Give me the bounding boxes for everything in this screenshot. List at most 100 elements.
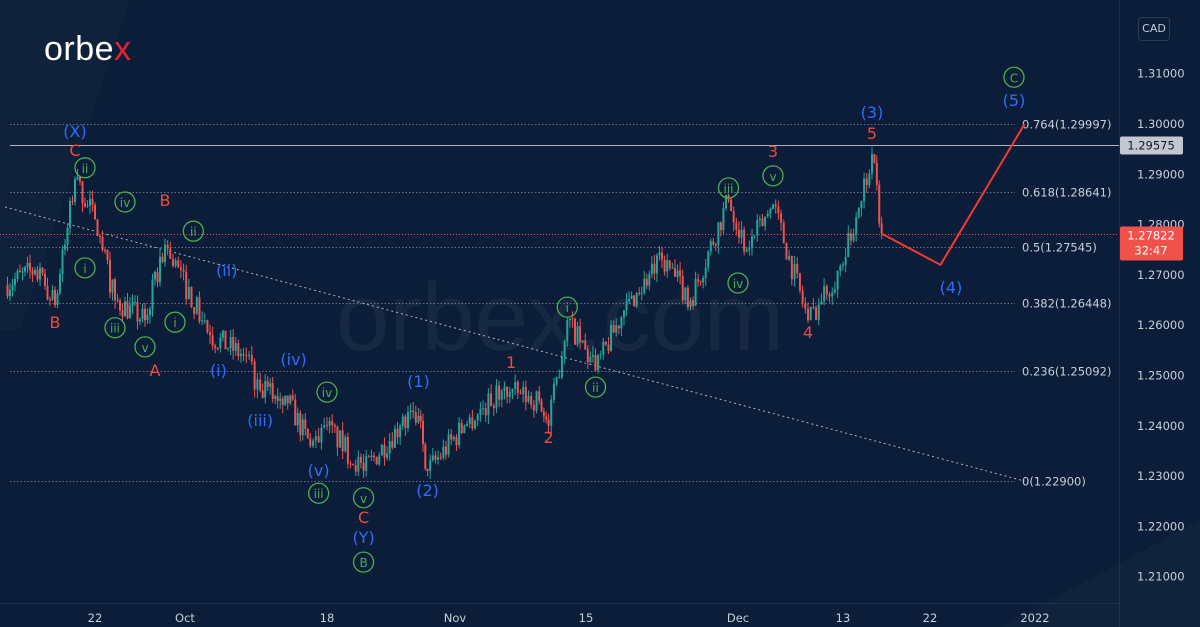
candle-body bbox=[604, 341, 607, 345]
candle-body bbox=[689, 300, 692, 307]
candle-body bbox=[447, 434, 450, 455]
fib-level-label: 0.764(1.29997) bbox=[1022, 118, 1111, 132]
wave-label: v bbox=[141, 341, 148, 355]
candle-body bbox=[484, 408, 487, 416]
wave-label: v bbox=[769, 170, 776, 184]
wave-label-circle bbox=[134, 336, 156, 358]
candle-body bbox=[597, 355, 600, 371]
candle-body bbox=[522, 387, 525, 394]
candle-body bbox=[66, 227, 69, 245]
candle-body bbox=[735, 222, 738, 230]
price-tick-label: 1.24000 bbox=[1137, 419, 1185, 433]
candle-body bbox=[558, 377, 561, 379]
projection-path[interactable] bbox=[881, 123, 1026, 267]
wave-label: 1 bbox=[506, 353, 516, 372]
candle-body bbox=[209, 332, 212, 336]
candle-body bbox=[185, 271, 188, 300]
candle-body bbox=[121, 310, 124, 317]
candle-body bbox=[686, 287, 689, 307]
candle-body bbox=[793, 263, 796, 280]
time-tick-label: 13 bbox=[836, 611, 851, 625]
wave-label: B bbox=[50, 313, 61, 332]
candle-body bbox=[101, 236, 104, 251]
candle-body bbox=[442, 446, 445, 458]
candle-body bbox=[635, 292, 638, 307]
wave-label: (5) bbox=[1003, 91, 1026, 110]
wave-label-circle bbox=[316, 381, 338, 403]
candle-body bbox=[514, 382, 517, 389]
candle-body bbox=[346, 436, 349, 464]
candle-body bbox=[219, 337, 222, 349]
candle-body bbox=[253, 361, 256, 390]
wave-label: iii bbox=[110, 322, 120, 336]
wave-label: iii bbox=[314, 487, 324, 501]
last-price-badge bbox=[1120, 226, 1183, 261]
candle-body bbox=[339, 430, 342, 448]
candle-body bbox=[84, 203, 86, 207]
candle-body bbox=[336, 426, 339, 448]
candle-body bbox=[190, 287, 193, 308]
wave-label: (v) bbox=[308, 461, 330, 480]
candle-body bbox=[139, 319, 141, 322]
candle-body bbox=[269, 383, 272, 387]
candle-body bbox=[458, 422, 461, 446]
candle-body bbox=[487, 393, 490, 416]
wave-label-circle bbox=[584, 376, 607, 398]
candle-body bbox=[44, 273, 46, 286]
wave-label-circle bbox=[74, 257, 96, 279]
candle-body bbox=[116, 300, 119, 302]
candle-body bbox=[506, 386, 509, 397]
candle-body bbox=[126, 301, 129, 319]
candle-body bbox=[527, 395, 530, 402]
projection-line bbox=[881, 123, 1026, 267]
candle-body bbox=[679, 270, 682, 277]
candle-body bbox=[717, 222, 720, 246]
candle-body bbox=[21, 271, 24, 273]
wave-label: B bbox=[359, 556, 367, 570]
candle-body bbox=[104, 250, 106, 252]
candle-body bbox=[508, 392, 511, 397]
candle-body bbox=[373, 455, 376, 458]
candle-body bbox=[301, 419, 304, 436]
candle-body bbox=[248, 354, 251, 356]
candle-body bbox=[476, 414, 479, 421]
price-axis[interactable]: 1.310001.300001.290001.280001.270001.260… bbox=[1137, 67, 1185, 584]
wave-label: iv bbox=[120, 196, 130, 210]
candle-body bbox=[532, 404, 535, 411]
wave-label-circle bbox=[114, 191, 136, 213]
time-tick-label: 22 bbox=[923, 611, 938, 625]
wave-label: (X) bbox=[63, 122, 86, 141]
candle-body bbox=[386, 453, 389, 458]
candle-body bbox=[831, 292, 834, 297]
candle-body bbox=[823, 286, 826, 302]
candle-body bbox=[471, 417, 474, 429]
wave-label: C bbox=[358, 508, 369, 527]
candle-body bbox=[753, 235, 756, 237]
candle-body bbox=[563, 340, 566, 357]
candle-body bbox=[198, 297, 201, 322]
wave-label-circle bbox=[727, 272, 749, 294]
candle-body bbox=[842, 264, 844, 266]
candle-body bbox=[450, 434, 453, 440]
candle-body bbox=[326, 425, 328, 427]
candle-body bbox=[169, 248, 172, 259]
candle-body bbox=[492, 405, 495, 409]
candle-body bbox=[766, 213, 769, 217]
candle-body bbox=[673, 267, 676, 277]
candle-body bbox=[511, 388, 514, 393]
candle-body bbox=[812, 306, 815, 308]
candle-body bbox=[193, 307, 196, 314]
fib-level-label: 0.236(1.25092) bbox=[1022, 365, 1111, 379]
candle-body bbox=[6, 284, 9, 297]
trendline[interactable] bbox=[4, 206, 1025, 482]
time-axis[interactable]: 22 Oct 18 Nov 15 Dec 13 22 2022 bbox=[88, 611, 1050, 625]
candle-body bbox=[836, 270, 839, 290]
candle-body bbox=[375, 457, 378, 465]
currency-button[interactable]: CAD bbox=[1138, 17, 1170, 41]
candle-body bbox=[463, 425, 466, 433]
candle-body bbox=[663, 259, 666, 272]
candle-body bbox=[320, 427, 323, 443]
candle-body bbox=[542, 411, 545, 417]
